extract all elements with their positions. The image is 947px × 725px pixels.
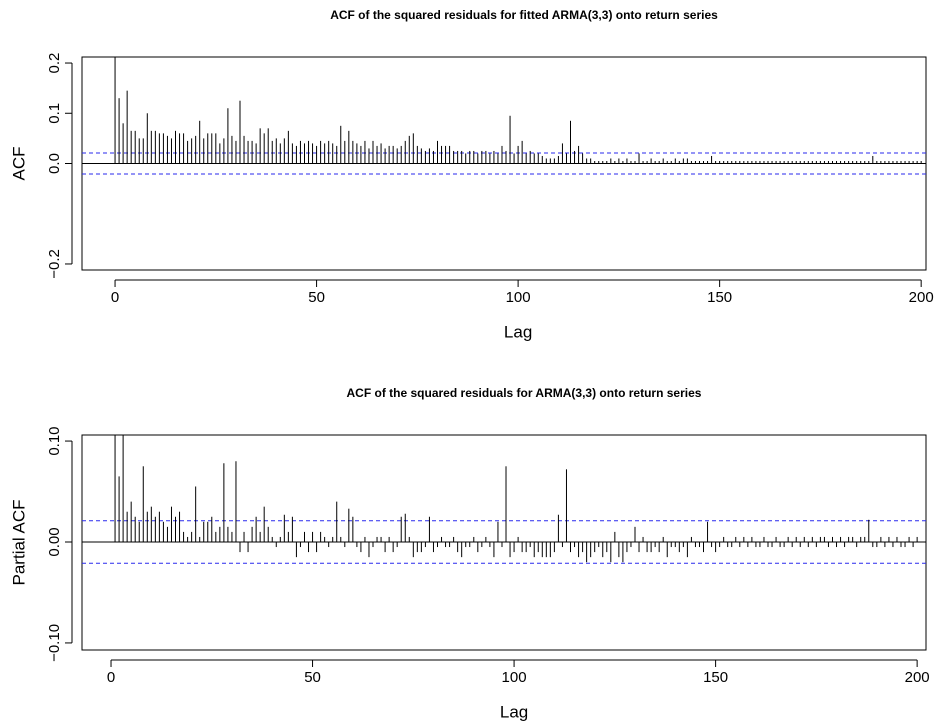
- y-tick-label: −0.10: [46, 624, 63, 662]
- x-tick-label: 0: [111, 289, 119, 306]
- x-tick-label: 150: [707, 289, 732, 306]
- y-axis-label: Partial ACF: [9, 500, 28, 586]
- y-tick-label: 0.1: [46, 103, 63, 124]
- x-axis-label: Lag: [504, 322, 532, 341]
- x-tick-label: 100: [506, 289, 531, 306]
- x-tick-label: 0: [107, 669, 115, 686]
- chart-title: ACF of the squared residuals for fitted …: [330, 8, 718, 22]
- chart-title: ACF of the squared residuals for ARMA(3,…: [347, 386, 702, 400]
- plot-area: [82, 57, 926, 175]
- y-tick-label: 0.2: [46, 53, 63, 74]
- x-tick-label: 200: [909, 289, 934, 306]
- plot-area: [82, 435, 926, 564]
- y-tick-label: −0.2: [46, 249, 63, 279]
- x-tick-label: 100: [502, 669, 527, 686]
- plot-frame: [81, 434, 927, 651]
- y-tick-label: 0.0: [46, 153, 63, 174]
- x-axis-label: Lag: [500, 702, 528, 721]
- y-axis-label: ACF: [9, 147, 28, 181]
- x-tick-label: 50: [308, 289, 325, 306]
- x-tick-label: 200: [905, 669, 930, 686]
- x-tick-label: 150: [703, 669, 728, 686]
- y-tick-label: 0.10: [46, 426, 63, 455]
- x-tick-label: 50: [304, 669, 321, 686]
- y-tick-label: 0.00: [46, 527, 63, 556]
